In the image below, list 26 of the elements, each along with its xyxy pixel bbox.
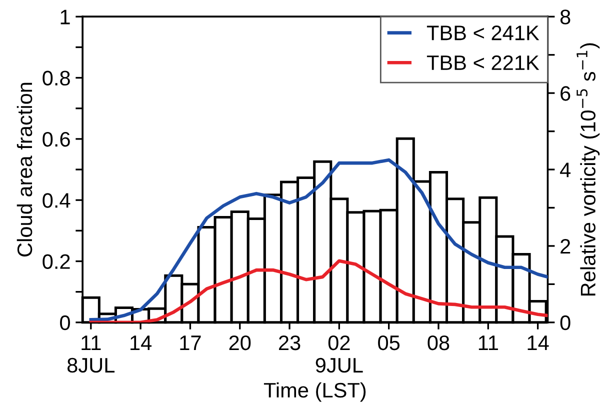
x-axis-title: Time (LST): [264, 382, 366, 402]
x-tick-label: 08: [428, 335, 450, 350]
y2-tick-label: 0: [560, 315, 570, 330]
x-tick-label: 20: [229, 335, 251, 350]
y-tick-label: 0.4: [42, 193, 70, 208]
y-tick-label: 0.8: [42, 70, 70, 86]
y-tick-label: 0: [60, 315, 70, 330]
y2-tick-label: 8: [560, 10, 570, 24]
legend-label: TBB < 221K: [426, 55, 540, 70]
x-tick-label: 02 9JUL: [316, 335, 363, 373]
legend-label: TBB < 241K: [426, 26, 540, 40]
y2-tick-label: 6: [560, 86, 570, 101]
x-tick-label: 14: [130, 336, 152, 350]
x-tick-label: 23: [278, 335, 300, 350]
y-tick-label: 0.6: [42, 132, 70, 147]
y2-axis-title: Relative vorticity (10$^{−5}$ s$^{−1}$): [576, 43, 600, 296]
x-tick-label: 11: [478, 336, 498, 350]
y-tick-label: 0.2: [42, 254, 70, 269]
x-tick-label: 05: [378, 335, 400, 350]
y2-tick-label: 2: [560, 238, 570, 254]
y-tick-label: 1: [60, 10, 70, 24]
x-tick-label: 14: [528, 336, 549, 350]
x-tick-label: 17: [180, 336, 201, 350]
y-axis-title: Cloud area fraction: [16, 82, 32, 256]
y2-tick-label: 4: [560, 162, 571, 178]
x-tick-label: 11 8JUL: [67, 336, 115, 373]
